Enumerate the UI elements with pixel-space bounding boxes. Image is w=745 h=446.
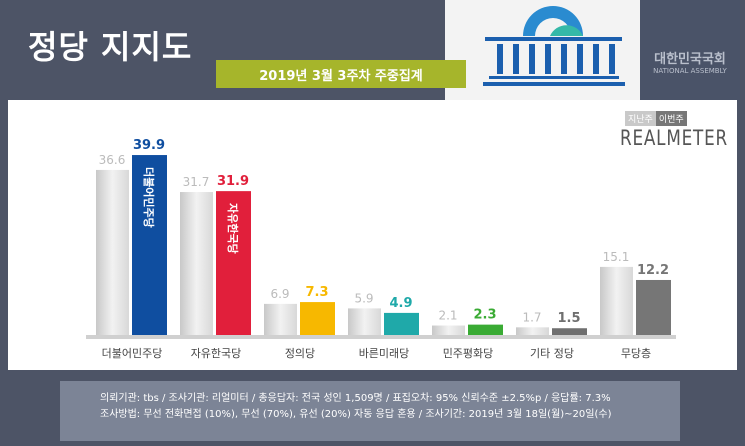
assembly-building-icon xyxy=(483,6,625,86)
party-logo-text: 더불어민주당 xyxy=(142,167,156,228)
bar-curr xyxy=(552,328,587,335)
bar-prev xyxy=(180,192,213,335)
bar-prev xyxy=(96,169,129,335)
baseline xyxy=(86,335,676,339)
realmeter-logo: REALMETER xyxy=(620,126,728,150)
bar-curr xyxy=(132,155,167,335)
category-label: 정의당 xyxy=(285,347,315,360)
category-label: 바른미래당 xyxy=(359,347,410,360)
label-curr: 7.3 xyxy=(305,285,328,300)
label-curr: 39.9 xyxy=(133,138,165,153)
national-assembly-logo xyxy=(445,0,640,100)
label-prev: 36.6 xyxy=(99,153,126,167)
bar-prev xyxy=(348,308,381,335)
label-prev: 15.1 xyxy=(603,250,630,264)
chart-area: 36.6 39.9 더불어민주당 더불어민주당 31.7 31.9 자유한국당 자유한국당 6.… xyxy=(8,100,737,370)
label-prev: 1.7 xyxy=(522,310,541,324)
label-prev: 6.9 xyxy=(270,287,289,301)
bar-prev xyxy=(516,327,549,335)
survey-info-line2: 조사방법: 무선 전화면접 (10%), 무선 (70%), 유선 (20%) … xyxy=(100,409,612,420)
party-logo-text: 자유한국당 xyxy=(226,203,240,254)
week-banner: 2019년 3월 3주차 주중집계 xyxy=(216,60,466,88)
bar-curr xyxy=(468,324,503,335)
survey-info: 의뢰기관: tbs / 조사기관: 리얼미터 / 총응답자: 전국 성인 1,5… xyxy=(60,381,680,441)
category-label: 무당층 xyxy=(621,347,651,360)
bar-curr xyxy=(636,279,671,335)
category-label: 더불어민주당 xyxy=(102,347,163,360)
legend: 지난주 이번주 xyxy=(625,111,687,126)
bar-prev xyxy=(600,266,633,335)
label-curr: 4.9 xyxy=(389,296,412,311)
label-curr: 12.2 xyxy=(637,263,669,278)
bar-curr xyxy=(300,302,335,335)
label-curr: 2.3 xyxy=(473,308,496,323)
bar-prev xyxy=(432,325,465,335)
survey-info-line1: 의뢰기관: tbs / 조사기관: 리얼미터 / 총응답자: 전국 성인 1,5… xyxy=(100,393,611,404)
label-prev: 2.1 xyxy=(438,309,457,323)
category-label: 자유한국당 xyxy=(191,347,242,360)
bar-curr xyxy=(384,312,419,335)
national-assembly-box: 대한민국국회 NATIONAL ASSEMBLY xyxy=(640,0,740,100)
label-curr: 1.5 xyxy=(557,311,580,326)
page-title: 정당 지지도 xyxy=(28,28,193,66)
category-label: 기타 정당 xyxy=(530,347,574,360)
label-prev: 5.9 xyxy=(354,291,373,305)
category-label: 민주평화당 xyxy=(443,347,494,360)
label-curr: 31.9 xyxy=(217,174,249,189)
bar-prev xyxy=(264,303,297,335)
legend-curr: 이번주 xyxy=(655,111,687,126)
label-prev: 31.7 xyxy=(183,175,210,189)
legend-prev: 지난주 xyxy=(625,111,656,126)
bar-curr xyxy=(216,191,251,335)
assembly-name-ko: 대한민국국회 xyxy=(654,52,726,67)
assembly-name-en: NATIONAL ASSEMBLY xyxy=(653,67,727,75)
